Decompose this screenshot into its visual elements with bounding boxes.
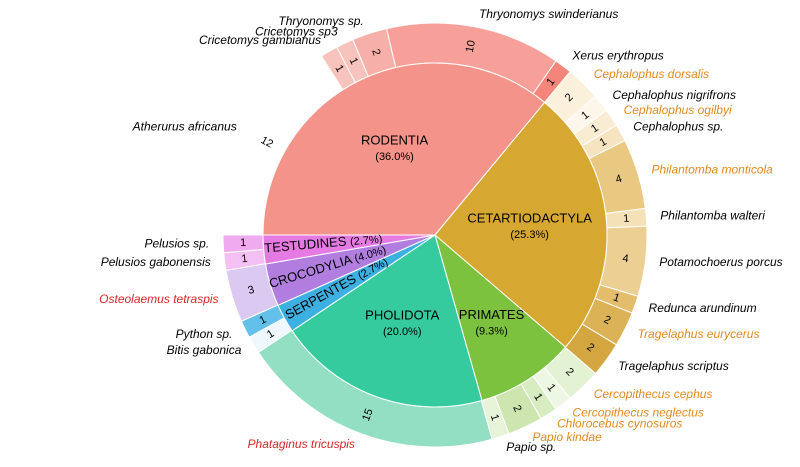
- species-label: Thryonomys swinderianus: [479, 7, 618, 21]
- order-label: TESTUDINES (2.7%): [264, 231, 383, 256]
- species-label: Pelusios gabonensis: [101, 255, 211, 269]
- species-count: 1: [241, 253, 249, 266]
- order-wedge: [291, 234, 483, 408]
- species-label: Cricetomys sp3: [255, 24, 338, 38]
- species-count: 1: [347, 56, 360, 67]
- order-wedge: [434, 101, 608, 348]
- species-label: Tragelaphus eurycerus: [638, 327, 760, 341]
- species-label: Pelusios sp.: [144, 237, 209, 251]
- order-label-group: TESTUDINES (2.7%): [264, 231, 383, 256]
- species-label: Thryonomys sp.: [278, 14, 363, 28]
- order-percent: (25.3%): [510, 229, 549, 241]
- order-name: PRIMATES: [459, 307, 525, 322]
- species-label: Cephalophus sp.: [633, 119, 723, 133]
- species-label: Tragelaphus scriptus: [618, 359, 729, 373]
- species-label: Cercopithecus neglectus: [572, 406, 703, 420]
- order-name: PHOLIDOTA: [365, 308, 439, 323]
- species-count: 4: [614, 173, 623, 186]
- species-label: Papio sp.: [506, 440, 556, 454]
- species-label: Cephalophus nigrifrons: [613, 88, 736, 102]
- species-label: Bitis gabonica: [167, 343, 242, 357]
- species-label: Phataginus tricuspis: [248, 437, 355, 451]
- species-label: Python sp.: [176, 327, 233, 341]
- order-wedge: [262, 234, 436, 265]
- species-label: Osteolaemus tetraspis: [99, 292, 218, 306]
- species-label: Potamochoerus porcus: [659, 255, 782, 269]
- species-label: Xerus erythropus: [571, 49, 663, 63]
- species-count: 3: [247, 284, 256, 297]
- species-count: 1: [332, 63, 345, 74]
- order-wedge: [262, 62, 546, 236]
- species-count: 2: [369, 48, 382, 58]
- order-name: TESTUDINES: [264, 234, 348, 256]
- species-label: Philantomba walteri: [660, 208, 765, 222]
- order-percent: (20.0%): [383, 326, 422, 338]
- species-count: 1: [623, 213, 630, 225]
- species-count: 10: [464, 39, 478, 53]
- order-percent: (9.3%): [475, 325, 507, 337]
- species-label: Cercopithecus cephus: [594, 387, 713, 401]
- species-count: 1: [488, 413, 501, 423]
- species-label: Philantomba monticola: [651, 162, 773, 176]
- species-count: 1: [240, 237, 247, 249]
- species-count: 1: [589, 122, 601, 135]
- order-percent: (2.7%): [350, 233, 383, 248]
- species-label: Chlorocebus cynosuros: [557, 416, 682, 430]
- species-count: 1: [258, 314, 269, 327]
- species-count: 1: [265, 328, 276, 341]
- order-wedge: [434, 233, 567, 402]
- species-count: 1: [531, 391, 544, 403]
- species-count: 12: [259, 134, 276, 150]
- species-label: Atherurus africanus: [132, 119, 237, 133]
- species-label: Papio kindae: [532, 430, 602, 444]
- order-name: RODENTIA: [361, 132, 429, 147]
- species-count: 4: [622, 253, 630, 266]
- species-label: Cephalophus ogilbyi: [624, 103, 732, 117]
- species-label: Redunca arundinum: [649, 301, 757, 315]
- order-percent: (36.0%): [375, 151, 414, 163]
- order-name: CETARTIODACTYLA: [467, 210, 592, 225]
- species-count: 2: [510, 403, 523, 414]
- species-count: 2: [602, 314, 613, 327]
- species-count: 1: [598, 136, 609, 149]
- species-label: Cephalophus dorsalis: [594, 67, 709, 81]
- species-count: 1: [611, 291, 621, 304]
- species-label: Cricetomys gambianus: [199, 33, 321, 47]
- species-count: 15: [360, 407, 376, 423]
